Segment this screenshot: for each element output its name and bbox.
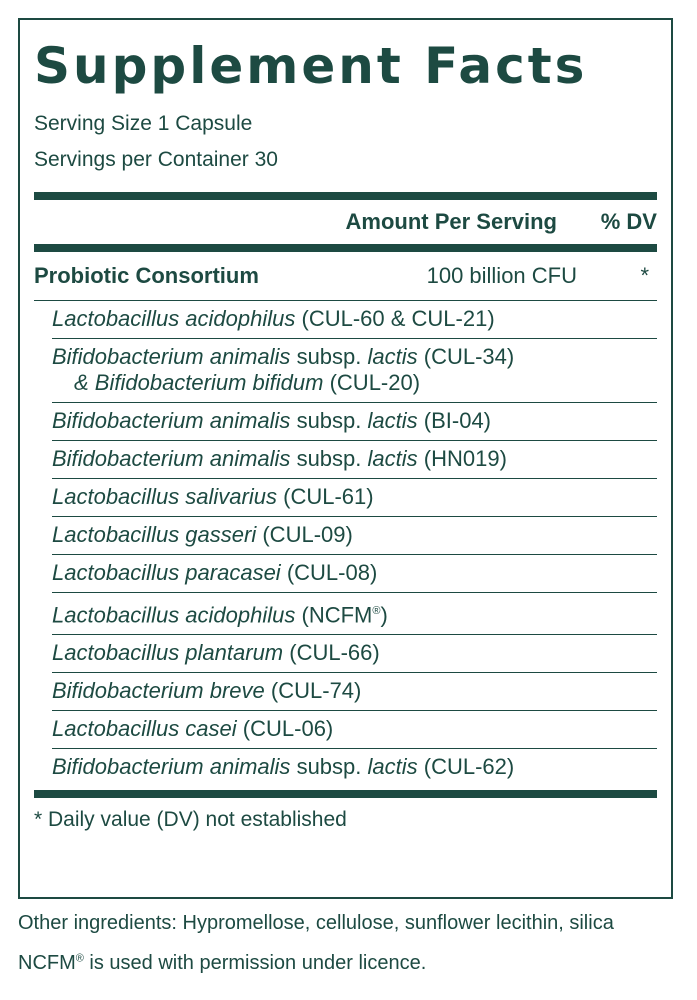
serving-size: Serving Size 1 Capsule bbox=[34, 112, 253, 135]
strain-subsp: subsp. bbox=[296, 408, 362, 433]
strain-species: Bifidobacterium animalis bbox=[52, 754, 291, 780]
strain-code: (CUL-08) bbox=[286, 560, 378, 585]
strain-code: (CUL-60 & CUL-21) bbox=[301, 306, 495, 331]
label-title: Supplement Facts bbox=[34, 37, 588, 95]
strain-code: (CUL-09) bbox=[262, 522, 353, 547]
strain-sub: lactis bbox=[367, 754, 418, 780]
strain-subsp: subsp. bbox=[296, 344, 362, 369]
strain-row: Lactobacillus acidophilus (NCFM®) bbox=[52, 593, 657, 636]
supplement-facts-panel: Supplement Facts Serving Size 1 Capsule … bbox=[18, 18, 673, 899]
thick-divider bbox=[34, 244, 657, 252]
strain-species: Lactobacillus acidophilus bbox=[52, 602, 296, 628]
strain-species: Lactobacillus paracasei bbox=[52, 560, 281, 585]
other-ingredients: Other ingredients: Hypromellose, cellulo… bbox=[18, 912, 614, 934]
header-amount: Amount Per Serving bbox=[345, 209, 557, 234]
strain-row: Bifidobacterium animalis subsp. lactis (… bbox=[52, 441, 657, 479]
strain-prefix: & bbox=[74, 370, 95, 395]
strain-species: Lactobacillus salivarius bbox=[52, 484, 277, 509]
licence-text: is used with permission under licence. bbox=[83, 952, 427, 974]
thick-divider bbox=[34, 790, 657, 799]
strain-code: (CUL-06) bbox=[242, 716, 334, 742]
main-ingredient-name: Probiotic Consortium bbox=[34, 263, 259, 288]
strain-code: (HN019) bbox=[423, 446, 507, 471]
strain-row: Lactobacillus acidophilus (CUL-60 & CUL-… bbox=[52, 301, 657, 339]
strain-code: (NCFM bbox=[301, 602, 373, 628]
registered-mark: ® bbox=[372, 605, 381, 617]
strain-code: (CUL-34) bbox=[423, 344, 515, 369]
strain-species: Bifidobacterium bifidum bbox=[94, 370, 324, 395]
strain-species: Lactobacillus gasseri bbox=[52, 522, 257, 547]
strain-sub: lactis bbox=[367, 344, 418, 369]
strain-row: Lactobacillus casei (CUL-06) bbox=[52, 711, 657, 750]
main-ingredient-amount: 100 billion CFU bbox=[426, 263, 577, 288]
strain-species: Bifidobacterium animalis bbox=[52, 446, 291, 471]
strain-code: (CUL-20) bbox=[329, 370, 421, 395]
header-dv: % DV bbox=[600, 209, 657, 234]
strain-species: Lactobacillus casei bbox=[52, 716, 237, 742]
strain-row: Bifidobacterium animalis subsp. lactis (… bbox=[52, 403, 657, 441]
strain-code: (CUL-61) bbox=[283, 484, 374, 509]
licence-prefix: NCFM bbox=[18, 952, 76, 974]
thick-divider bbox=[34, 192, 657, 200]
main-ingredient-row: Probiotic Consortium 100 billion CFU * bbox=[34, 252, 657, 301]
column-header: Amount Per Serving % DV bbox=[34, 200, 657, 244]
strain-species: Lactobacillus acidophilus bbox=[52, 306, 296, 331]
strain-species: Bifidobacterium breve bbox=[52, 678, 265, 704]
strain-code: (CUL-74) bbox=[270, 678, 362, 704]
strain-code: (BI-04) bbox=[423, 408, 492, 433]
strain-subsp: subsp. bbox=[296, 754, 362, 780]
strain-row: Lactobacillus salivarius (CUL-61) bbox=[52, 479, 657, 517]
strain-row: Bifidobacterium animalis subsp. lactis (… bbox=[52, 339, 657, 403]
strain-species: Lactobacillus plantarum bbox=[52, 640, 284, 666]
servings-per-container: Servings per Container 30 bbox=[34, 148, 278, 171]
licence-note: NCFM® is used with permission under lice… bbox=[18, 952, 426, 975]
strain-code: (CUL-62) bbox=[423, 754, 515, 780]
strain-row: Lactobacillus paracasei (CUL-08) bbox=[52, 555, 657, 593]
strain-species: Bifidobacterium animalis bbox=[52, 408, 291, 433]
strain-row: Bifidobacterium breve (CUL-74) bbox=[52, 673, 657, 712]
strain-species: Bifidobacterium animalis bbox=[52, 344, 291, 369]
strain-sub: lactis bbox=[367, 408, 418, 433]
dv-footnote: * Daily value (DV) not established bbox=[34, 808, 347, 832]
strain-subsp: subsp. bbox=[296, 446, 362, 471]
strain-code-end: ) bbox=[380, 602, 388, 628]
strain-row: Lactobacillus gasseri (CUL-09) bbox=[52, 517, 657, 555]
strain-code: (CUL-66) bbox=[289, 640, 380, 666]
strain-row: Lactobacillus plantarum (CUL-66) bbox=[52, 635, 657, 674]
strain-sub: lactis bbox=[367, 446, 418, 471]
strain-row: Bifidobacterium animalis subsp. lactis (… bbox=[52, 749, 657, 786]
main-ingredient-dv: * bbox=[640, 263, 649, 288]
registered-mark: ® bbox=[75, 952, 84, 965]
